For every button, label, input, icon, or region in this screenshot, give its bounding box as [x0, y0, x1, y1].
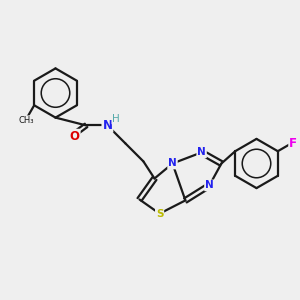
Text: F: F	[289, 137, 297, 150]
Text: H: H	[112, 114, 120, 124]
Text: N: N	[205, 180, 214, 190]
Text: N: N	[168, 158, 177, 169]
Text: N: N	[102, 119, 112, 132]
Text: S: S	[156, 208, 164, 219]
Text: O: O	[70, 130, 80, 143]
Text: CH₃: CH₃	[19, 116, 34, 125]
Text: N: N	[197, 147, 206, 158]
